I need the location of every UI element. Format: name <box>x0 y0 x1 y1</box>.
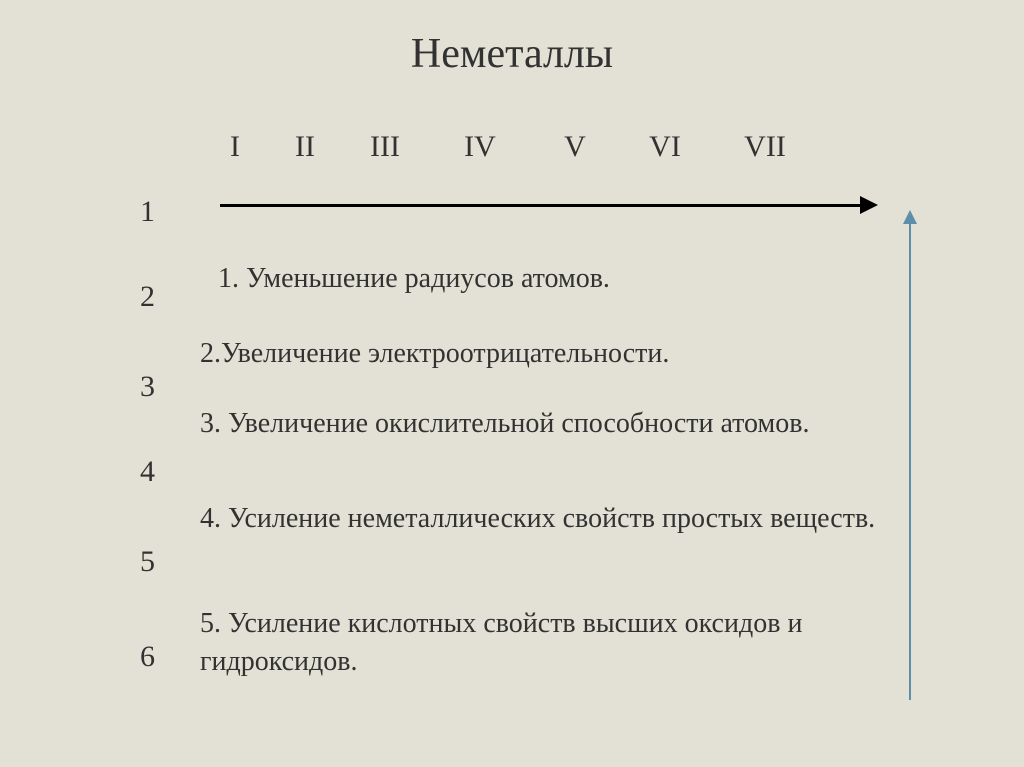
list-item: 4. Усиление неметаллических свойств прос… <box>200 500 880 538</box>
col-header-7: VII <box>735 130 795 164</box>
col-header-1: I <box>205 130 265 164</box>
row-label-5: 5 <box>140 545 155 579</box>
col-header-3: III <box>355 130 415 164</box>
col-header-5: V <box>545 130 605 164</box>
list-item: 1. Уменьшение радиусов атомов. <box>218 260 858 298</box>
col-header-4: IV <box>450 130 510 164</box>
slide-title: Неметаллы <box>0 30 1024 78</box>
vertical-arrow-head-icon <box>903 210 917 224</box>
row-label-6: 6 <box>140 640 155 674</box>
col-header-6: VI <box>635 130 695 164</box>
row-label-2: 2 <box>140 280 155 314</box>
horizontal-arrow-line <box>220 204 860 207</box>
horizontal-arrow-head-icon <box>860 196 878 214</box>
list-item: 5. Усиление кислотных свойств высших окс… <box>200 605 880 681</box>
list-item: 2.Увеличение электроотрицательности. <box>200 335 880 373</box>
vertical-arrow-line <box>909 218 911 700</box>
col-header-2: II <box>275 130 335 164</box>
list-item: 3. Увеличение окислительной способности … <box>200 405 880 443</box>
row-label-3: 3 <box>140 370 155 404</box>
row-label-4: 4 <box>140 455 155 489</box>
row-label-1: 1 <box>140 195 155 229</box>
